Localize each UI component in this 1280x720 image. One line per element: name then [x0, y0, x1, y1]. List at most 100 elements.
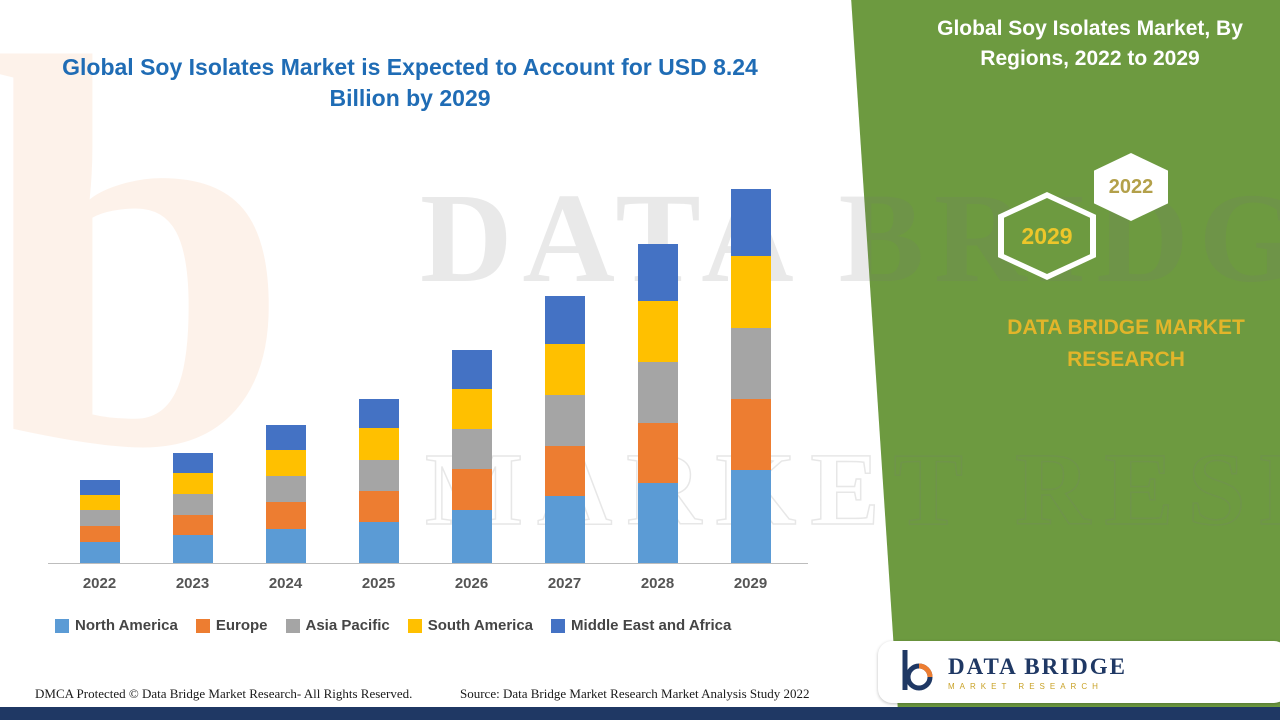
bar-segment-2028-europe [637, 422, 678, 484]
bar-segment-2022-middle-east-and-africa [79, 479, 120, 495]
legend-label: Europe [215, 617, 268, 634]
bar-column-2025 [332, 178, 425, 563]
bar-segment-2028-asia-pacific [637, 361, 678, 423]
bar-column-2027 [518, 178, 611, 563]
bar-segment-2029-europe [730, 398, 771, 470]
hexagon-2029-fill: 2029 [1004, 198, 1090, 274]
bar-segment-2028-north-america [637, 483, 678, 563]
stacked-bar-2027 [544, 296, 585, 563]
legend-label: North America [75, 617, 178, 634]
bar-column-2022 [53, 178, 146, 563]
legend-swatch-icon [55, 618, 69, 633]
bottom-accent-strip [0, 707, 1280, 720]
bar-segment-2028-middle-east-and-africa [637, 243, 678, 302]
legend-item-asia-pacific: Asia Pacific [285, 617, 390, 634]
dmca-note: DMCA Protected © Data Bridge Market Rese… [35, 686, 413, 701]
bar-segment-2026-middle-east-and-africa [451, 350, 492, 389]
legend-label: South America [427, 617, 534, 634]
panel-brand-text: DATA BRIDGE MARKET RESEARCH [1007, 316, 1245, 371]
stacked-bar-2023 [172, 453, 213, 563]
bar-segment-2028-south-america [637, 301, 678, 362]
x-axis-label-2026: 2026 [454, 575, 489, 592]
bar-segment-2023-europe [172, 514, 213, 536]
source-note: Source: Data Bridge Market Research Mark… [460, 686, 810, 701]
chart-headline: Global Soy Isolates Market is Expected t… [62, 54, 758, 112]
legend-label: Asia Pacific [305, 617, 390, 634]
x-axis-label-2028: 2028 [640, 575, 675, 592]
stacked-bar-2024 [265, 424, 306, 563]
bar-segment-2022-north-america [79, 542, 120, 563]
bar-segment-2026-north-america [451, 509, 492, 563]
bar-segment-2029-middle-east-and-africa [730, 189, 771, 257]
logo-tagline: MARKET RESEARCH [948, 681, 1103, 691]
legend-swatch-icon [551, 618, 566, 633]
legend-item-europe: Europe [195, 617, 268, 634]
x-axis-label-2025: 2025 [361, 575, 396, 592]
bar-column-2024 [239, 178, 332, 563]
bar-segment-2022-asia-pacific [79, 510, 120, 527]
x-axis-labels: 2022 2023 2024 2025 2026 2027 2028 2029 [53, 575, 797, 592]
bar-segment-2026-south-america [451, 388, 492, 430]
stacked-bar-chart [53, 178, 797, 563]
bar-segment-2022-south-america [79, 494, 120, 511]
bar-segment-2027-europe [544, 445, 585, 497]
legend-item-middle-east-and-africa: Middle East and Africa [551, 617, 731, 634]
bar-segment-2025-south-america [358, 428, 399, 460]
logo-wordmark: DATA BRIDGE [948, 653, 1127, 679]
legend-item-north-america: North America [55, 617, 178, 634]
bar-column-2028 [611, 178, 704, 563]
bar-column-2029 [704, 178, 797, 563]
legend-item-south-america: South America [407, 617, 534, 634]
bar-segment-2025-north-america [358, 522, 399, 563]
databridge-logo-box: DATA BRIDGE MARKET RESEARCH [878, 641, 1280, 703]
bar-segment-2026-asia-pacific [451, 429, 492, 470]
stacked-bar-2028 [637, 243, 678, 563]
bar-segment-2027-north-america [544, 496, 585, 563]
bar-segment-2023-middle-east-and-africa [172, 453, 213, 474]
bar-segment-2023-north-america [172, 535, 213, 563]
stacked-bar-2026 [451, 350, 492, 563]
databridge-logo-icon [898, 647, 936, 698]
x-axis-label-2027: 2027 [547, 575, 582, 592]
chart-legend: North America Europe Asia Pacific South Ame… [55, 617, 825, 634]
x-axis-label-2029: 2029 [733, 575, 768, 592]
hexagon-badge-2029: 2029 [998, 192, 1096, 280]
bar-segment-2023-south-america [172, 473, 213, 494]
bar-segment-2027-middle-east-and-africa [544, 296, 585, 345]
bar-segment-2029-asia-pacific [730, 327, 771, 399]
bar-column-2023 [146, 178, 239, 563]
stacked-bar-2025 [358, 398, 399, 563]
legend-swatch-icon [407, 618, 422, 633]
legend-label: Middle East and Africa [571, 617, 732, 634]
bar-segment-2025-europe [358, 490, 399, 523]
bar-segment-2027-south-america [544, 344, 585, 396]
bar-segment-2024-north-america [265, 528, 306, 563]
x-axis-line [48, 563, 808, 564]
hexagon-badge-2022: 2022 [1094, 153, 1168, 221]
legend-swatch-icon [285, 618, 300, 633]
bar-segment-2025-middle-east-and-africa [358, 398, 399, 429]
bar-segment-2025-asia-pacific [358, 459, 399, 491]
hexagon-2022-label: 2022 [1108, 175, 1154, 198]
bar-segment-2024-south-america [265, 449, 306, 477]
x-axis-label-2023: 2023 [175, 575, 210, 592]
bar-segment-2027-asia-pacific [544, 395, 585, 446]
bar-segment-2024-europe [265, 502, 306, 529]
stacked-bar-2022 [79, 479, 120, 563]
hexagon-2029-label: 2029 [1021, 222, 1073, 249]
bar-segment-2023-asia-pacific [172, 493, 213, 515]
x-axis-label-2022: 2022 [82, 575, 117, 592]
bar-column-2026 [425, 178, 518, 563]
bar-segment-2024-middle-east-and-africa [265, 424, 306, 450]
legend-swatch-icon [195, 618, 210, 633]
bar-segment-2022-europe [79, 526, 120, 543]
bar-segment-2029-north-america [730, 469, 771, 563]
bar-segment-2024-asia-pacific [265, 476, 306, 503]
panel-title: Global Soy Isolates Market, By Regions, … [937, 17, 1243, 71]
bar-segment-2029-south-america [730, 256, 771, 328]
stacked-bar-2029 [730, 189, 771, 563]
bar-segment-2026-europe [451, 469, 492, 510]
x-axis-label-2024: 2024 [268, 575, 303, 592]
